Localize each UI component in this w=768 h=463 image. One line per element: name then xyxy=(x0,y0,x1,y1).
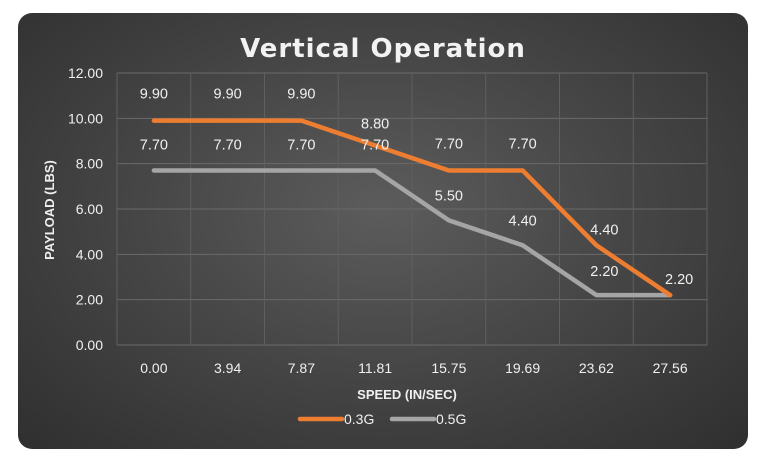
data-label-s0-2: 9.90 xyxy=(287,87,315,103)
data-label-s1-3: 7.70 xyxy=(361,137,389,153)
data-label-s0-7: 2.20 xyxy=(665,272,693,288)
x-axis-label: SPEED (IN/SEC) xyxy=(357,387,457,402)
x-tick-label-6: 23.62 xyxy=(579,360,614,376)
y-tick-label-5: 10.00 xyxy=(68,110,103,126)
legend-label-1: 0.5G xyxy=(436,411,466,427)
x-tick-label-3: 11.81 xyxy=(358,360,392,376)
data-label-s0-4: 7.70 xyxy=(435,136,463,152)
data-label-s0-1: 9.90 xyxy=(214,87,242,103)
data-label-s1-4: 5.50 xyxy=(435,188,463,204)
legend-label-0: 0.3G xyxy=(344,411,374,427)
data-label-s1-2: 7.70 xyxy=(287,137,315,153)
data-label-s1-5: 4.40 xyxy=(509,213,537,229)
data-label-s1-6: 2.20 xyxy=(590,264,618,280)
chart-title: Vertical Operation xyxy=(240,34,526,64)
data-labels: 9.90 9.90 9.90 8.80 7.70 7.70 4.40 2.20 7.70 7.70… xyxy=(140,87,693,289)
legend: 0.3G 0.5G xyxy=(297,411,466,427)
y-tick-label-1: 2.00 xyxy=(76,292,103,308)
data-label-s1-1: 7.70 xyxy=(214,137,242,153)
y-axis-label: PAYLOAD (LBS) xyxy=(42,160,57,260)
x-tick-label-4: 15.75 xyxy=(431,360,466,376)
x-axis-ticks: 0.00 3.94 7.87 11.81 15.75 19.69 23.62 27.56 xyxy=(140,360,688,376)
x-tick-label-5: 19.69 xyxy=(505,360,540,376)
y-axis-ticks: 0.00 2.00 4.00 6.00 8.00 10.00 12.00 xyxy=(68,65,103,353)
series-line-0 xyxy=(151,118,673,298)
x-tick-label-1: 3.94 xyxy=(214,360,241,376)
x-tick-label-0: 0.00 xyxy=(140,360,167,376)
y-tick-label-4: 8.00 xyxy=(76,156,103,172)
x-tick-label-2: 7.87 xyxy=(288,360,315,376)
data-label-s0-5: 7.70 xyxy=(509,136,537,152)
series-line-1 xyxy=(151,168,673,298)
y-tick-label-6: 12.00 xyxy=(68,65,103,81)
data-label-s1-0: 7.70 xyxy=(140,137,168,153)
chart-card xyxy=(18,13,748,449)
data-label-s0-6: 4.40 xyxy=(590,222,618,238)
y-tick-label-2: 4.00 xyxy=(76,246,103,262)
y-tick-label-3: 6.00 xyxy=(76,201,103,217)
x-tick-label-7: 27.56 xyxy=(653,360,688,376)
gridlines xyxy=(116,72,708,346)
series-lines xyxy=(151,118,673,298)
data-label-s0-0: 9.90 xyxy=(140,87,168,103)
y-tick-label-0: 0.00 xyxy=(76,337,103,353)
data-label-s0-3: 8.80 xyxy=(361,117,389,133)
